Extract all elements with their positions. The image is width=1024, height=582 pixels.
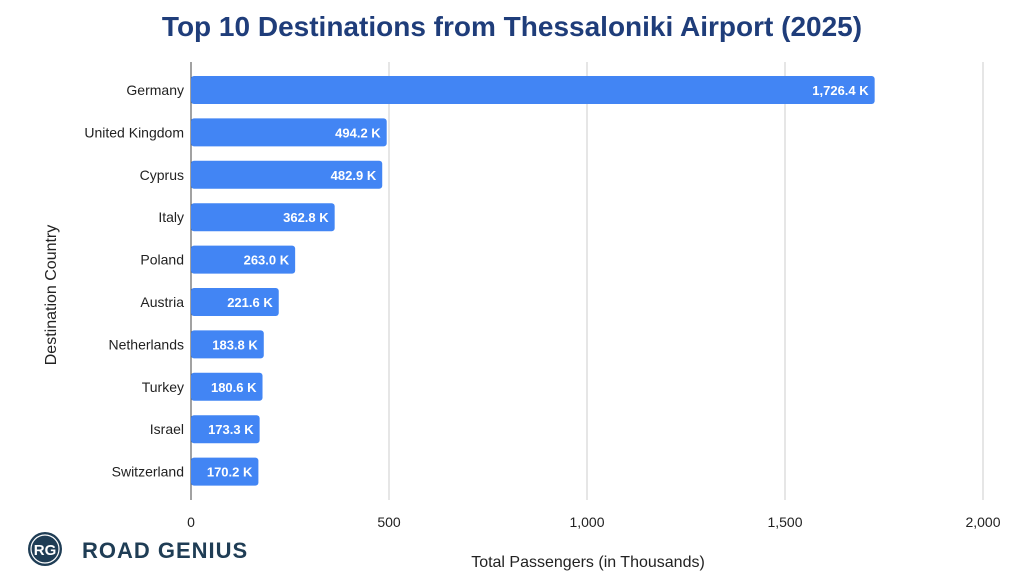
bar — [191, 203, 335, 232]
category-label: Switzerland — [112, 464, 184, 480]
brand-name: ROAD GENIUS — [82, 538, 248, 563]
bar — [191, 160, 383, 189]
bar — [191, 288, 279, 316]
x-tick-label: 2,000 — [965, 514, 1000, 530]
bar-value-label: 1,726.4 K — [812, 83, 869, 98]
bar-value-labels: 1,726.4 K 494.2 K 482.9 K 362.8 K 263.0 K 221… — [207, 83, 869, 480]
bar-value-label: 173.3 K — [208, 422, 254, 437]
category-label: United Kingdom — [84, 124, 184, 140]
x-tick-label: 1,500 — [767, 514, 802, 530]
bar — [191, 118, 387, 147]
bar-value-label: 183.8 K — [212, 337, 258, 352]
bar — [191, 415, 260, 444]
x-tick-label: 1,000 — [569, 514, 604, 530]
logo-badge-icon — [28, 532, 62, 566]
category-label: Netherlands — [109, 336, 185, 352]
category-label: Turkey — [142, 379, 184, 395]
category-label: Poland — [140, 252, 184, 268]
bar — [191, 330, 264, 359]
chart-title: Top 10 Destinations from Thessaloniki Ai… — [162, 11, 862, 42]
bar-value-label: 482.9 K — [331, 168, 377, 183]
bars — [191, 76, 875, 486]
y-axis-label: Destination Country — [43, 225, 60, 366]
bar-value-label: 263.0 K — [244, 253, 290, 268]
bar — [191, 372, 263, 401]
road-genius-logo: RG ROAD GENIUS — [28, 532, 248, 566]
category-labels: Germany United Kingdom Cyprus Italy Poland Au… — [84, 82, 184, 480]
bar — [191, 76, 875, 104]
bar-value-label: 494.2 K — [335, 125, 381, 140]
x-tick-labels: 0 500 1,000 1,500 2,000 — [187, 514, 1001, 530]
x-tick-label: 0 — [187, 514, 195, 530]
bar-value-label: 170.2 K — [207, 465, 253, 480]
logo-initials: RG — [34, 542, 57, 559]
bar — [191, 457, 259, 486]
bar-value-label: 180.6 K — [211, 380, 257, 395]
x-tick-label: 500 — [377, 514, 401, 530]
category-label: Israel — [150, 421, 184, 437]
category-label: Germany — [126, 82, 184, 98]
category-label: Italy — [158, 209, 184, 225]
bar — [191, 245, 296, 274]
x-axis-label: Total Passengers (in Thousands) — [471, 554, 705, 571]
category-label: Cyprus — [140, 167, 184, 183]
logo-ring-icon — [30, 534, 60, 564]
category-label: Austria — [140, 294, 184, 310]
bar-value-label: 221.6 K — [227, 295, 273, 310]
bar-value-label: 362.8 K — [283, 210, 329, 225]
